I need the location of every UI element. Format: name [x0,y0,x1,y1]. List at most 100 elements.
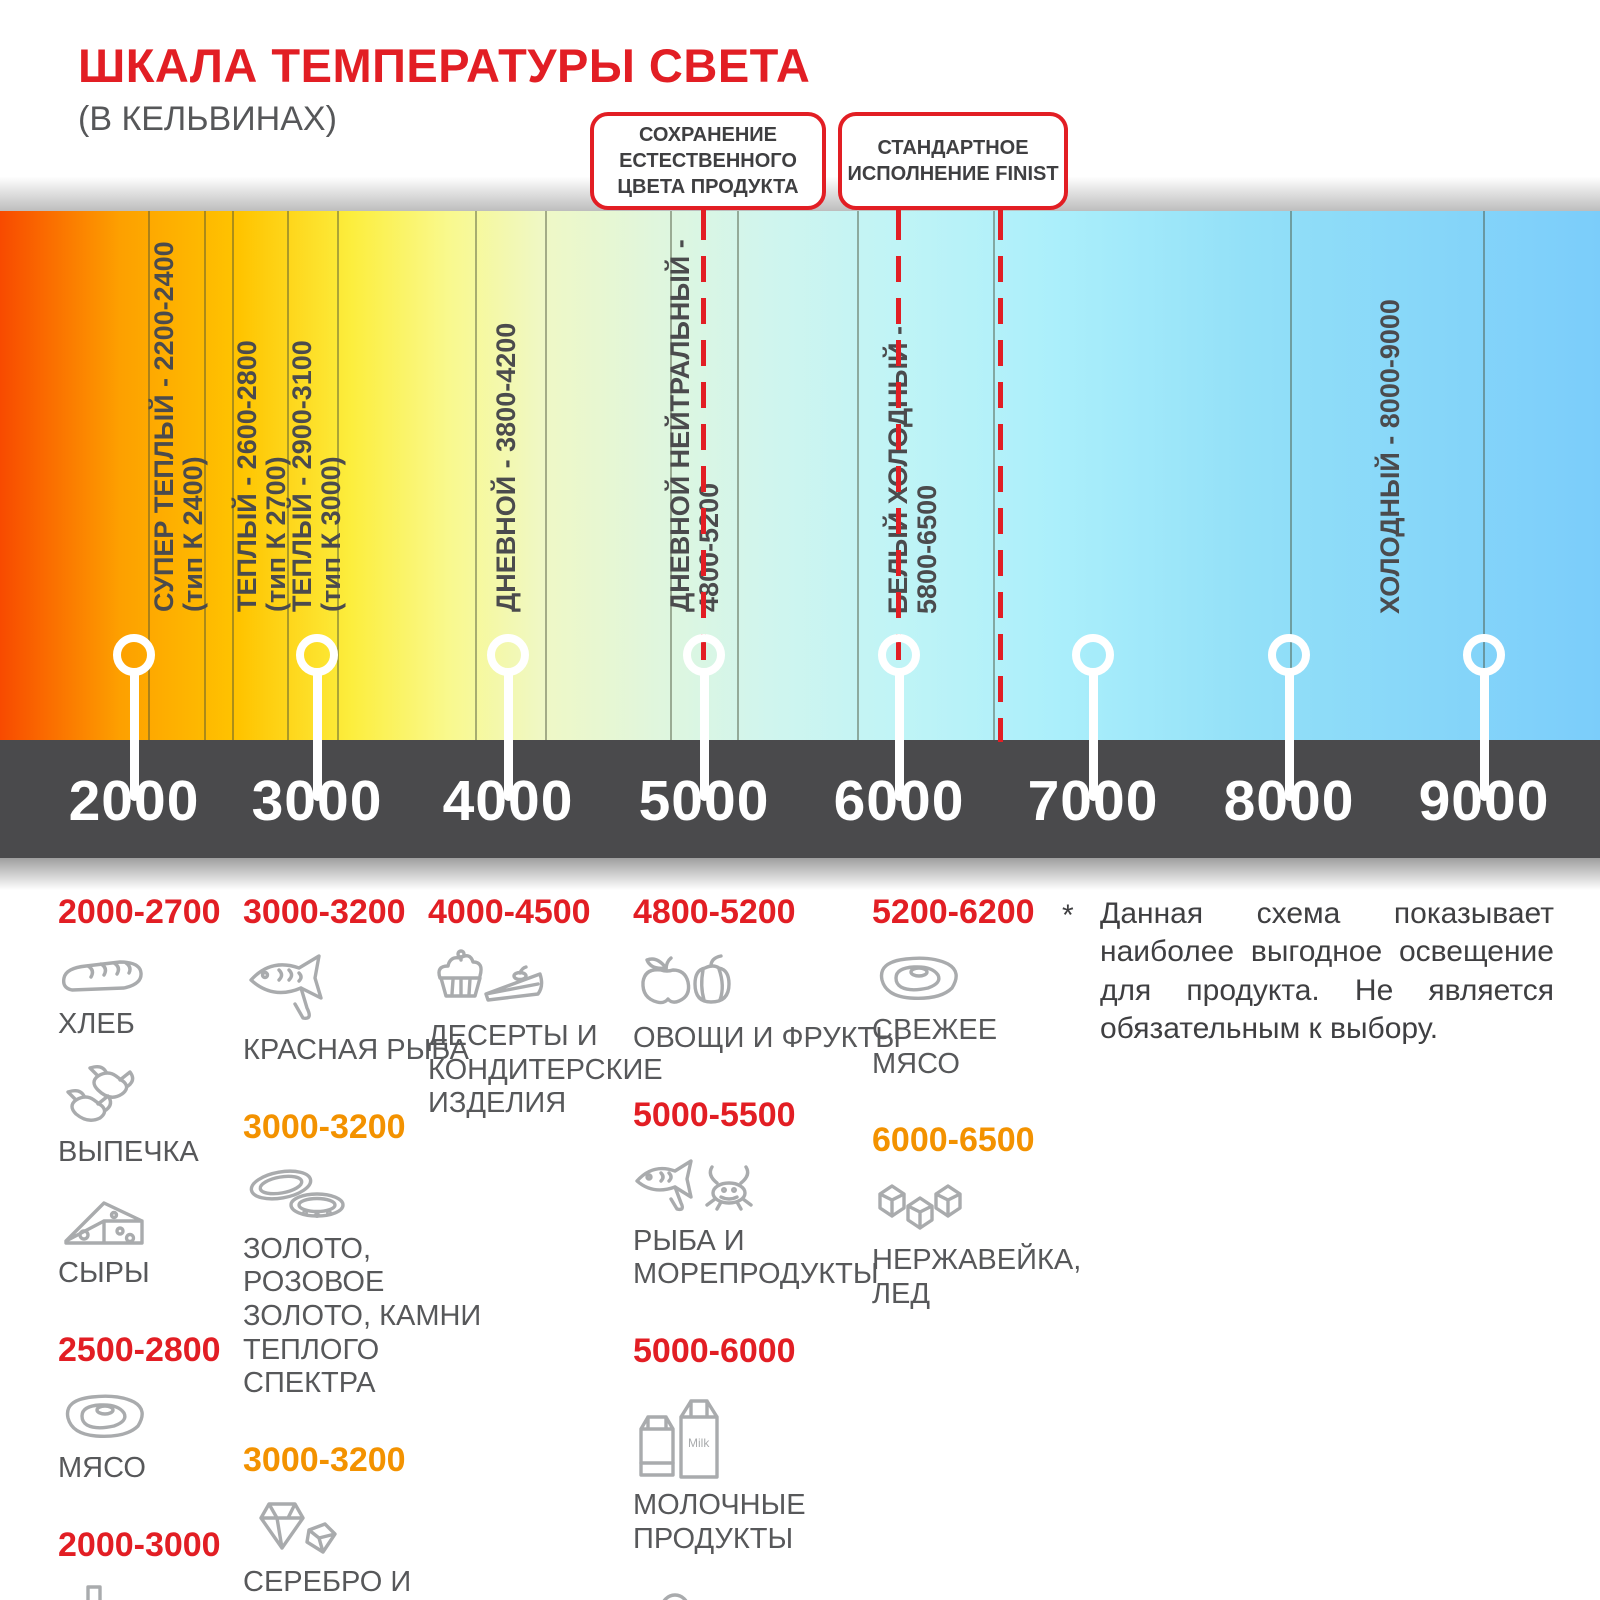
range-badge: 3000-3200 [243,1440,406,1479]
zone-label-super-warm: СУПЕР ТЕПЛЫЙ - 2200-2400 (тип К 2400) [149,241,208,612]
diamond-icon [259,1502,337,1554]
gridline [287,211,289,740]
zone-label-text: ХОЛОДНЫЙ - 8000-9000 [1375,299,1405,614]
tick-8000: 8000 [1223,769,1355,833]
legend-entry: 4800-5200 ОВОЩИ И ФРУКТЫ [633,893,943,1056]
zone-label-sub: 5800-6500 [912,484,942,614]
zone-label-text: ТЕПЛЫЙ - 2600-2800 [232,340,262,612]
gridline [1290,211,1292,740]
tick-6000: 6000 [833,769,965,833]
legend-item-label: МЯСО [58,1451,146,1484]
steak-icon [879,956,958,1000]
legend-column-1: 2000-2700 ХЛЕБ ВЫПЕЧКА [58,893,238,1600]
legend-item: ОВОЩИ И ФРУКТЫ [633,948,943,1056]
color-temperature-gradient [0,211,1600,740]
legend-entry: 5000-6000 Milk МОЛОЧНЫЕ ПРОДУКТЫ [633,1332,943,1600]
gridline [204,211,206,740]
legend-column-5: 5200-6200 СВЕЖЕЕ МЯСО 6000-6500 НЕРЖАВЕЙ… [872,893,1081,1352]
callout-finist-standard: СТАНДАРТНОЕ ИСПОЛНЕНИЕ FINIST [838,112,1068,210]
footnote: * Данная схема показывает наиболее выгод… [1062,895,1554,1049]
range-badge: 4000-4500 [428,893,591,931]
page-subtitle: (В КЕЛЬВИНАХ) [78,100,337,138]
tick-7000: 7000 [1027,769,1159,833]
tick-4000: 4000 [442,769,574,833]
gridline [670,211,672,740]
legend-entry: 2500-2800 МЯСО [58,1331,238,1486]
range-badge: 5200-6200 [872,893,1035,931]
legend-item-label: ЗОЛОТО, РОЗОВОЕ ЗОЛОТО, КАМНИ ТЕПЛОГО СП… [243,1232,482,1400]
range-badge: 6000-6500 [872,1121,1035,1160]
zone-label-white-cold: БЕЛЫЙ ХОЛОДНЫЙ - 5800-6500 [883,326,942,614]
dashed-guide-5000k [701,214,706,770]
gridline [1483,211,1485,740]
legend-item: НЕРЖАВЕЙКА, ЛЕД [872,1176,1081,1311]
legend-column-4: 4800-5200 ОВОЩИ И ФРУКТЫ 5000-5500 [633,893,943,1600]
legend-item-label: ХЛЕБ [58,1008,135,1040]
pin-stem [1480,668,1489,801]
seafood-icon [635,1158,753,1211]
footnote-text: Данная схема показывает наиболее выгодно… [1100,897,1554,1046]
frozen-food-icon [662,1593,688,1600]
zone-label-warm-2700: ТЕПЛЫЙ - 2600-2800 (тип К 2700) [232,340,291,612]
legend-entry: 4000-4500 ДЕСЕРТЫ И КОНДИТЕРСКИЕ ИЗДЕЛИЯ [428,893,663,1121]
legend-entry: 3000-3200 КРАСНАЯ РЫБА [243,893,493,1068]
zone-label-daylight-neutral: ДНЕВНОЙ НЕЙТРАЛЬНЫЙ - 4800-5200 [665,239,724,612]
gridline [337,211,339,740]
legend-item-label: СЕРЕБРО И БРИЛЛИАНТЫ [243,1565,445,1600]
range-badge: 2000-3000 [58,1525,221,1564]
callout-natural-color-text: СОХРАНЕНИЕ ЕСТЕСТВЕННОГО ЦВЕТА ПРОДУКТА [617,124,799,198]
zone-label-daylight: ДНЕВНОЙ - 3800-4200 [491,323,521,612]
legend-item: КРАСНАЯ РЫБА [243,948,493,1068]
legend-entry: 6000-6500 НЕРЖАВЕЙКА, ЛЕД [872,1121,1081,1311]
legend-item: АКОГОЛЬ [58,1581,238,1600]
legend-item: РЫБА И МОРЕПРОДУКТЫ [633,1151,943,1292]
dashed-guide-6500k [998,214,1003,742]
gridline [993,211,995,740]
legend-entry: 2000-3000 АКОГОЛЬ [58,1526,238,1600]
legend-column-2: 3000-3200 КРАСНАЯ РЫБА 3000-3200 [243,893,493,1600]
croissant-icon [66,1064,135,1122]
cheese-icon [64,1201,144,1245]
pin-stem [313,668,322,801]
legend-item-label: РЫБА И МОРЕПРОДУКТЫ [633,1224,879,1291]
range-badge: 5000-5500 [633,1095,796,1134]
gridline [737,211,739,740]
legend-entry: 5000-5500 РЫБА И МОРЕПРОДУКТЫ [633,1096,943,1292]
legend-entry: 5200-6200 СВЕЖЕЕ МЯСО [872,893,1072,1081]
legend-item: ВЫПЕЧКА [58,1064,238,1170]
gridline [545,211,547,740]
range-badge: 2500-2800 [58,1330,221,1369]
legend-entry: 3000-3200 СЕРЕБРО И БРИЛЛИАНТЫ [243,1441,493,1600]
tick-5000: 5000 [638,769,770,833]
legend-entry: 2000-2700 ХЛЕБ ВЫПЕЧКА [58,893,238,1291]
axis-band [0,740,1600,858]
range-badge: 4800-5200 [633,893,796,931]
footnote-asterisk: * [1062,899,1074,932]
bottom-shadow [0,858,1600,890]
pin-stem [700,668,709,801]
zone-label-text: ДНЕВНОЙ НЕЙТРАЛЬНЫЙ - [665,239,695,612]
gridline [148,211,150,740]
zone-label-sub: 4800-5200 [694,482,724,612]
meat-icon [65,1394,144,1438]
gridline [857,211,859,740]
legend-item-label: МОЛОЧНЫЕ ПРОДУКТЫ [633,1488,806,1555]
alcohol-icon [86,1584,102,1600]
legend-item: ЗОЛОТО, РОЗОВОЕ ЗОЛОТО, КАМНИ ТЕПЛОГО СП… [243,1163,493,1401]
pin-stem [504,668,513,801]
pin-stem [130,668,139,801]
zone-label-text: ТЕПЛЫЙ - 2900-3100 [287,340,317,612]
tick-2000: 2000 [68,769,200,833]
milk-carton-text: Milk [688,1436,710,1450]
zone-label-sub: (тип К 3000) [316,456,346,612]
gridline [475,211,477,740]
legend-item: СВЕЖЕЕ МЯСО [872,948,1072,1081]
rings-icon [249,1169,345,1218]
produce-icon [641,954,731,1005]
legend-column-3: 4000-4500 ДЕСЕРТЫ И КОНДИТЕРСКИЕ ИЗДЕЛИЯ [428,893,663,1161]
legend-item-label: СЫРЫ [58,1257,150,1290]
legend-item-label: СВЕЖЕЕ МЯСО [872,1014,998,1080]
range-badge: 5000-6000 [633,1331,796,1370]
legend-item: СЫРЫ [58,1191,238,1291]
